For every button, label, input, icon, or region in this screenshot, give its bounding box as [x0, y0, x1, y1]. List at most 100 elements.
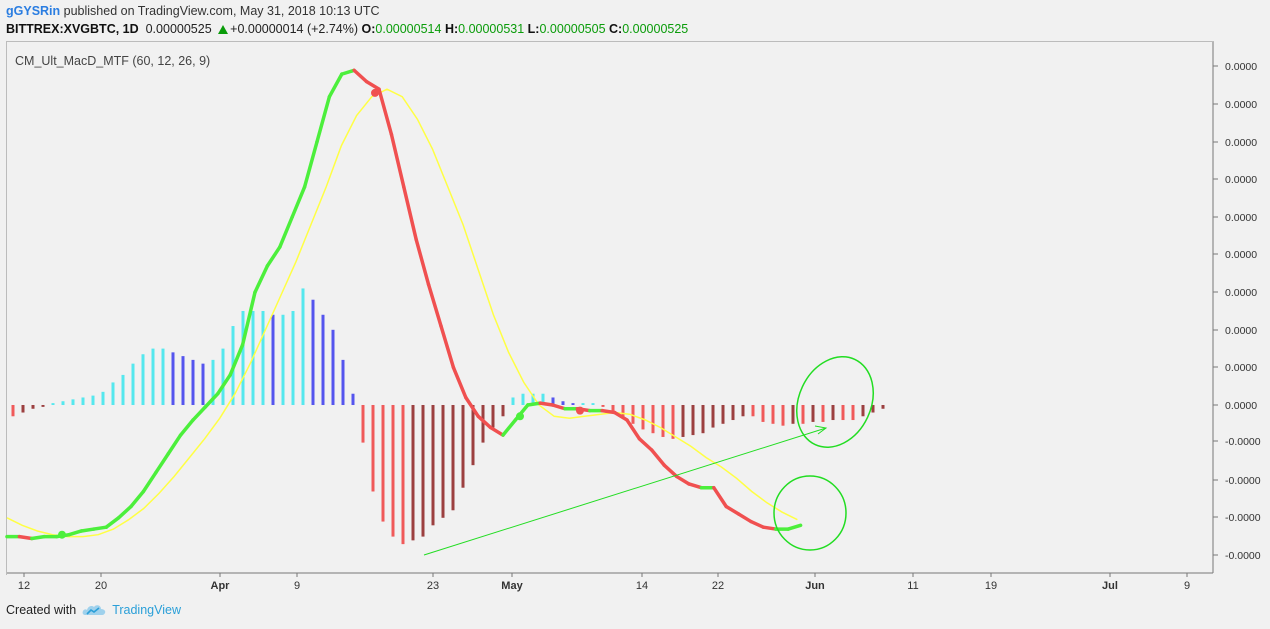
macd-segment [625, 418, 642, 441]
x-tick-label: 23 [427, 580, 439, 592]
macd-segment [116, 504, 133, 520]
histogram-bar [441, 405, 445, 518]
footer: Created with TradingView [6, 603, 181, 617]
y-tick-label: -0.0000 [1225, 550, 1261, 562]
histogram-bar [791, 405, 795, 424]
macd-segment [278, 215, 294, 249]
histogram-bar [741, 405, 745, 417]
histogram-bar [331, 329, 335, 405]
y-tick-label: 0.0000 [1225, 249, 1257, 261]
annotation-circle [796, 356, 874, 448]
macd-segment [327, 72, 344, 99]
macd-segment [166, 433, 183, 456]
macd-segment [736, 512, 753, 524]
histogram-bar [221, 348, 225, 405]
x-tick-label: Jun [805, 580, 825, 592]
macd-segment [104, 516, 121, 529]
low-value: 0.00000505 [539, 22, 606, 36]
histogram-bar [201, 363, 205, 405]
macd-segment [476, 414, 493, 430]
y-tick-label: 0.0000 [1225, 174, 1257, 186]
histogram-bar [581, 403, 585, 405]
histogram-bar [41, 405, 45, 407]
histogram-bar [691, 405, 695, 436]
macd-segment [17, 534, 34, 541]
histogram-bar [551, 397, 555, 405]
histogram-bar [101, 391, 105, 405]
macd-segment [538, 401, 555, 407]
histogram-bar [861, 405, 865, 417]
macd-segment [414, 237, 431, 287]
macd-segment [389, 132, 406, 189]
histogram-bar [781, 405, 785, 426]
histogram-bar [161, 348, 165, 405]
histogram-bar [591, 403, 595, 405]
histogram-bar [351, 393, 355, 405]
x-tick-label: May [501, 580, 523, 592]
x-tick-label: 14 [636, 580, 648, 592]
low-key: L: [527, 22, 540, 36]
histogram-bar [621, 405, 625, 419]
histogram-bar [881, 405, 885, 409]
macd-segment [526, 401, 542, 407]
tradingview-link[interactable]: TradingView [82, 603, 181, 617]
symbol-info: BITTREX:XVGBTC, 1D 0.00000525 +0.0000001… [6, 22, 688, 36]
high-key: H: [444, 22, 459, 36]
histogram-bar [301, 288, 305, 405]
open-key: O: [361, 22, 376, 36]
y-tick-label: -0.0000 [1225, 512, 1261, 524]
macd-segment [426, 282, 443, 328]
histogram-bar [661, 405, 665, 437]
annotation-circle [773, 475, 847, 551]
x-tick-label: 9 [1184, 580, 1190, 592]
macd-segment [600, 408, 617, 415]
histogram-bar [601, 405, 605, 407]
tradingview-logo-icon [82, 605, 106, 615]
histogram-bar [841, 405, 845, 421]
macd-segment [364, 79, 381, 91]
macd-segment [290, 185, 307, 219]
histogram-bar [311, 299, 315, 405]
histogram-bar [871, 405, 875, 413]
y-tick-label: -0.0000 [1225, 475, 1261, 487]
macd-segment [141, 470, 158, 494]
trend-arrow [423, 427, 827, 556]
chart-panel[interactable] [6, 41, 1214, 575]
histogram-bar [91, 395, 95, 405]
macd-segment [501, 418, 518, 437]
histogram-bar [731, 405, 735, 421]
histogram-bar [771, 405, 775, 424]
histogram-bar [831, 405, 835, 421]
y-tick-label: 0.0000 [1225, 212, 1257, 224]
macd-segment [402, 185, 418, 242]
histogram-bar [291, 311, 295, 405]
macd-segment [228, 343, 245, 377]
histogram-bar [51, 403, 55, 405]
created-with-text: Created with [6, 603, 77, 617]
high-value: 0.00000531 [458, 22, 525, 36]
histogram-bar [421, 405, 425, 537]
author-name[interactable]: gGYSRin [6, 4, 61, 18]
histogram-bar [321, 314, 325, 405]
x-tick-label: 9 [294, 580, 300, 592]
histogram-bar [31, 405, 35, 409]
histogram-bar [151, 348, 155, 405]
histogram-bar [821, 405, 825, 422]
x-tick-label: 11 [907, 580, 918, 592]
histogram-bar [361, 405, 365, 443]
histogram-bar [531, 393, 535, 405]
histogram-bar [401, 405, 405, 545]
histogram-bar [241, 311, 245, 405]
indicator-label[interactable]: CM_Ult_MacD_MTF (60, 12, 26, 9) [15, 54, 211, 68]
macd-segment [377, 87, 394, 137]
histogram-bar [121, 374, 125, 405]
histogram-bar [21, 405, 25, 413]
histogram-bar [451, 405, 455, 511]
histogram-bar [541, 393, 545, 405]
histogram-bar [491, 405, 495, 428]
histogram-bar [611, 405, 615, 411]
x-tick-label: Jul [1102, 580, 1118, 592]
tradingview-brand: TradingView [112, 603, 181, 617]
histogram-bar [801, 405, 805, 424]
